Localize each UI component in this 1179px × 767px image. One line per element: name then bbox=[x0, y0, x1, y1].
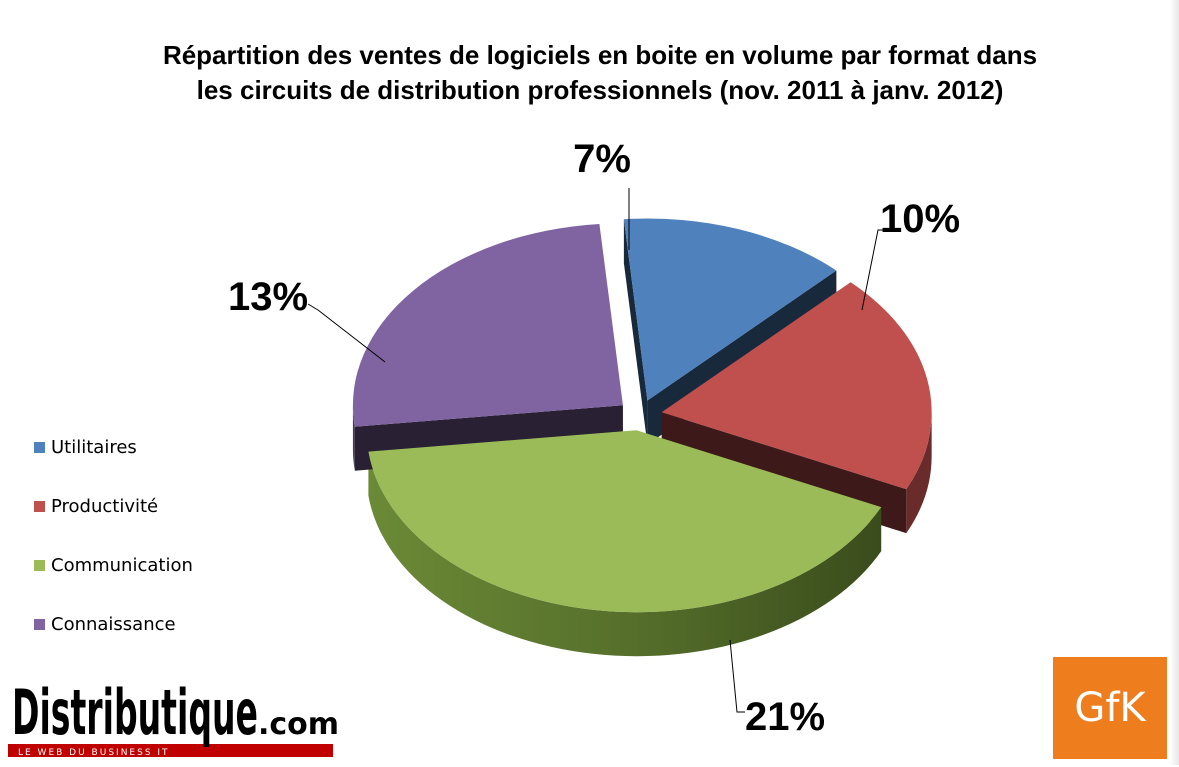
legend-label: Utilitaires bbox=[51, 437, 137, 458]
svg-text:LE WEB DU BUSINESS IT: LE WEB DU BUSINESS IT bbox=[18, 748, 170, 758]
right-edge-shadow bbox=[1170, 0, 1179, 765]
slice-productivité bbox=[661, 282, 932, 490]
pie-labels: 7% 10% 21% 13% bbox=[228, 137, 960, 739]
legend-item-utilitaires: Utilitaires bbox=[34, 418, 193, 477]
chart-title: Répartition des ventes de logiciels en b… bbox=[60, 38, 1140, 108]
chart-title-line-2: les circuits de distribution professionn… bbox=[196, 75, 1004, 105]
slice-side-communication bbox=[368, 451, 882, 657]
data-label-productivité: 10% bbox=[880, 197, 960, 241]
leader-line bbox=[861, 229, 885, 311]
legend-swatch bbox=[34, 560, 45, 571]
distributique-logo: Distributique .com LE WEB DU BUSINESS IT bbox=[8, 662, 339, 762]
data-label-utilitaires: 7% bbox=[573, 137, 631, 181]
pie-tops bbox=[352, 218, 932, 613]
gfk-logo: GfK bbox=[1053, 657, 1167, 759]
slice-side-connaissance bbox=[352, 405, 355, 471]
legend-swatch bbox=[34, 501, 45, 512]
slice-connaissance bbox=[352, 223, 623, 427]
svg-text:Distributique: Distributique bbox=[12, 676, 258, 749]
legend-item-communication: Communication bbox=[34, 536, 193, 595]
legend: Utilitaires Productivité Communication Conn… bbox=[34, 418, 193, 654]
leader-line bbox=[729, 639, 745, 713]
slice-side-productivité bbox=[906, 412, 932, 534]
legend-item-productivité: Productivité bbox=[34, 477, 193, 536]
slice-cut-utilitaires bbox=[623, 219, 648, 445]
svg-text:.com: .com bbox=[258, 707, 338, 742]
pie-leaders bbox=[307, 188, 885, 713]
leader-line bbox=[307, 303, 386, 363]
legend-swatch bbox=[34, 442, 45, 453]
legend-swatch bbox=[34, 619, 45, 630]
legend-label: Communication bbox=[51, 555, 193, 576]
legend-label: Connaissance bbox=[51, 614, 176, 635]
slice-communication bbox=[368, 430, 882, 613]
data-label-communication: 21% bbox=[745, 695, 825, 739]
legend-label: Productivité bbox=[51, 496, 159, 517]
data-label-connaissance: 13% bbox=[228, 275, 308, 319]
legend-item-connaissance: Connaissance bbox=[34, 595, 193, 654]
chart-title-line-1: Répartition des ventes de logiciels en b… bbox=[162, 40, 1038, 70]
slice-utilitaires bbox=[623, 218, 837, 401]
